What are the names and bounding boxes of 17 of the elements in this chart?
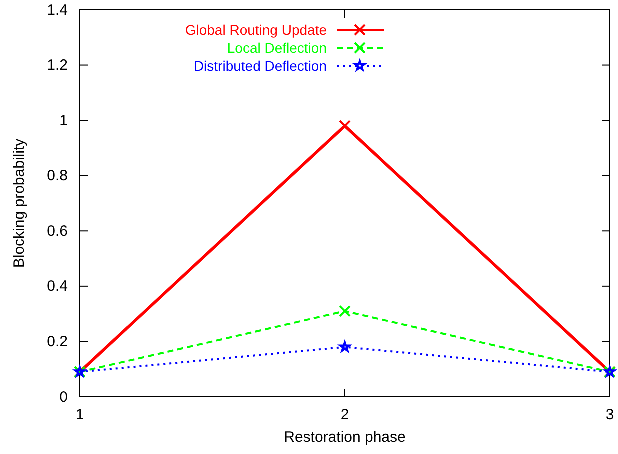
y-tick-label: 0.2 [47,334,68,351]
legend-label: Distributed Deflection [194,58,327,74]
y-tick-label: 0.6 [47,222,68,240]
y-tick-label: 0.4 [47,278,68,296]
legend-label: Global Routing Update [185,22,328,38]
legend-label: Local Deflection [227,40,327,56]
x-axis-title: Restoration phase [284,429,406,446]
x-tick-label: 2 [340,406,350,424]
y-tick-label: 0 [60,388,68,406]
x-tick-label: 1 [76,406,84,424]
y-tick-label: 1.4 [47,2,68,19]
x-tick-label: 3 [606,406,614,424]
y-tick-label: 1 [60,112,68,130]
y-axis-title: Blocking probability [11,138,28,268]
y-tick-label: 0.8 [47,168,68,185]
point [339,305,351,318]
y-tick-label: 1.2 [47,57,68,74]
